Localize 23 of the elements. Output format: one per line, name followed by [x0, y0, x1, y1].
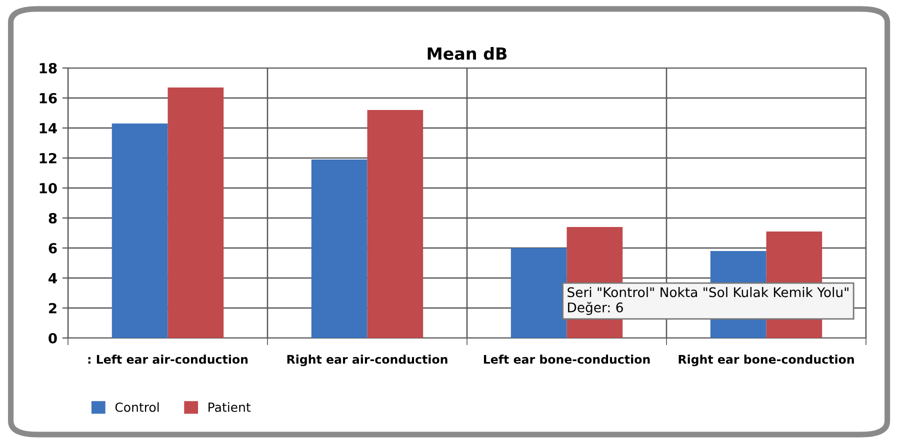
x-tick-label: Left ear bone-conduction [484, 354, 650, 364]
legend-label: Control [115, 402, 159, 412]
annotation: Seri "Kontrol" Nokta "Sol Kulak Kemik Yolu" Değer: 6 [568, 287, 848, 315]
bar [367, 110, 424, 338]
bar [168, 88, 224, 338]
chart-title: Mean dB [428, 47, 507, 60]
y-tick-label: 4 [48, 273, 57, 284]
y-tick-label: 12 [40, 152, 56, 164]
x-tick-label: Right ear air-conduction [287, 354, 448, 366]
x-tick-label: : Left ear air-conduction [88, 354, 248, 364]
bar [510, 248, 567, 338]
y-tick-label: 16 [40, 92, 57, 104]
bar [311, 160, 368, 338]
y-tick-label: 18 [40, 62, 57, 74]
y-tick-label: 6 [48, 242, 57, 254]
y-tick-label: 0 [48, 332, 57, 344]
y-tick-label: 8 [48, 212, 57, 224]
x-tick-label: Right ear bone-conduction [678, 354, 854, 366]
y-tick-label: 10 [40, 182, 57, 194]
y-tick-label: 14 [40, 123, 57, 134]
y-tick-label: 2 [49, 302, 56, 314]
bar [112, 124, 168, 338]
legend-label: Patient [208, 402, 251, 412]
